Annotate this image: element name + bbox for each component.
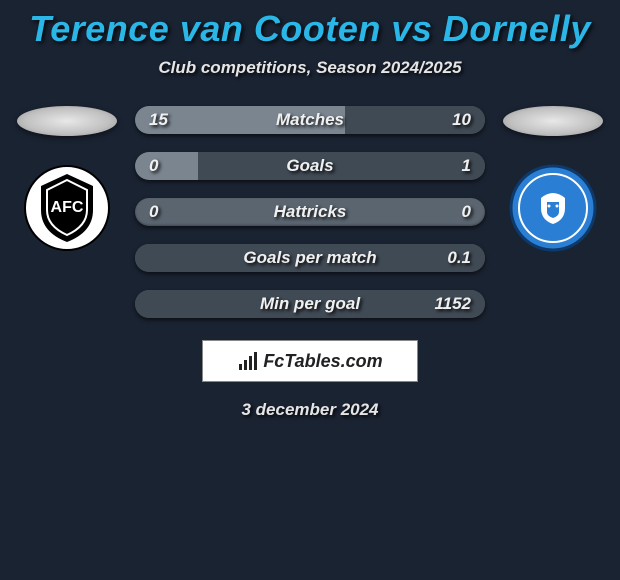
stats-column: 15Matches100Goals10Hattricks0Goals per m… [135,106,485,318]
stat-value-right: 10 [452,110,471,130]
stat-bar: 0 Goals 1 [135,152,485,180]
stat-bar: Goals per match 0.1 [135,244,485,272]
brand-attribution[interactable]: FcTables.com [202,340,418,382]
stat-value-right: 1 [462,156,471,176]
player-left-avatar [17,106,117,136]
stat-value-left: 15 [149,110,168,130]
stat-label: Goals [286,156,333,176]
stat-label: Matches [276,110,344,130]
svg-text:AFC: AFC [51,199,84,216]
comparison-title: Terence van Cooten vs Dornelly [0,8,620,50]
stat-bar: 15 Matches 10 [135,106,485,134]
stat-value-left: 0 [149,156,158,176]
stat-bar: 0 Hattricks 0 [135,198,485,226]
stat-label: Goals per match [243,248,376,268]
player-right-avatar [503,106,603,136]
player-right-club-badge [509,164,597,252]
stat-bar: Min per goal 1152 [135,290,485,318]
bar-chart-icon [237,350,259,372]
stat-fill-left [135,152,198,180]
round-badge-icon [509,164,597,252]
brand-text: FcTables.com [263,351,382,372]
comparison-subtitle: Club competitions, Season 2024/2025 [0,58,620,78]
comparison-body: AFC 15Matches100Goals10Hattricks0Goals p… [0,106,620,318]
stat-value-right: 0.1 [447,248,471,268]
stat-value-right: 1152 [434,294,471,314]
player-left-club-badge: AFC [23,164,111,252]
stat-label: Hattricks [274,202,347,222]
player-left-column: AFC [17,106,117,252]
shield-badge-icon: AFC [23,164,111,252]
comparison-date: 3 december 2024 [0,400,620,420]
stat-value-left: 0 [149,202,158,222]
player-right-column [503,106,603,252]
stat-label: Min per goal [260,294,360,314]
stat-fill-right [198,152,485,180]
stat-value-right: 0 [462,202,471,222]
